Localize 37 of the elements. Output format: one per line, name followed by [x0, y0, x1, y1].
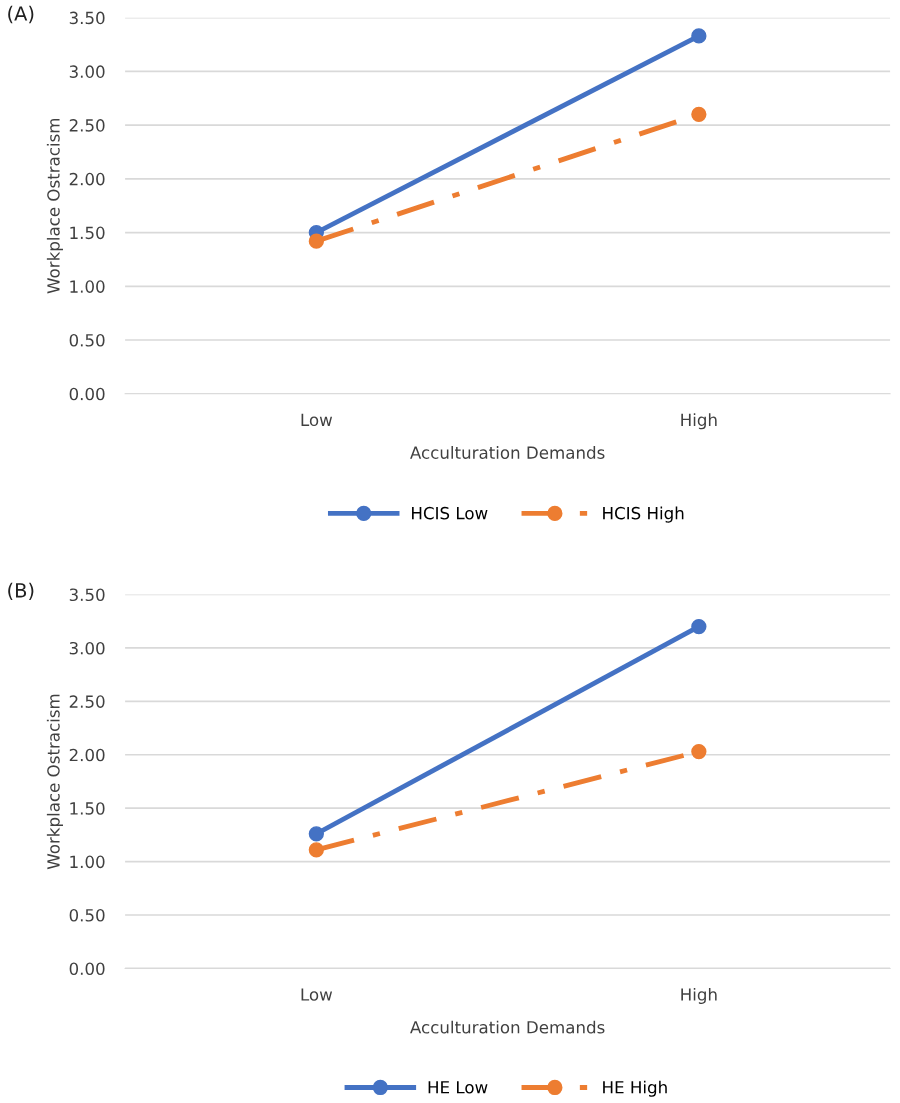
y-tick-label: 3.00	[69, 65, 105, 78]
point	[308, 826, 324, 842]
y-tick-label: 2.50	[69, 119, 105, 132]
point	[691, 618, 707, 635]
x-tick-label: High	[681, 413, 717, 430]
legend-label: HCIS High	[603, 506, 684, 523]
x-tick-label: High	[681, 987, 717, 1005]
point	[691, 106, 707, 123]
y-tick-label: 1.50	[70, 226, 105, 240]
y-tick-label: 3.50	[69, 11, 105, 25]
y-axis-title: Workplace Ostracism	[46, 694, 63, 870]
chart-title: (B)	[8, 582, 34, 600]
x-tick-label: Low	[301, 988, 333, 1001]
y-tick-label: 0.00	[69, 387, 105, 401]
y-tick-label: 3.00	[69, 641, 105, 655]
y-tick-label: 2.00	[69, 748, 105, 762]
y-tick-label: 0.50	[69, 908, 105, 922]
legend-label: HE Low	[428, 1081, 488, 1094]
y-tick-label: 1.00	[70, 280, 105, 293]
point	[691, 743, 707, 760]
point	[691, 28, 707, 44]
y-tick-label: 1.50	[70, 802, 105, 815]
y-tick-label: 2.00	[69, 172, 105, 186]
point	[308, 842, 324, 858]
y-tick-label: 0.50	[69, 334, 105, 347]
point	[308, 233, 324, 249]
y-tick-label: 2.50	[69, 695, 105, 708]
y-axis-title: Workplace Ostracism	[46, 118, 63, 294]
x-axis-title: Acculturation Demands	[410, 1020, 605, 1034]
legend-label: HE High	[603, 1080, 667, 1097]
chart-title: (A)	[8, 5, 34, 24]
x-tick-label: Low	[301, 413, 333, 427]
legend-label: HCIS Low	[412, 506, 488, 520]
y-tick-label: 1.00	[70, 855, 105, 869]
x-axis-title: Acculturation Demands	[410, 446, 605, 459]
y-tick-label: 3.50	[69, 588, 105, 602]
y-tick-label: 0.00	[69, 962, 105, 975]
